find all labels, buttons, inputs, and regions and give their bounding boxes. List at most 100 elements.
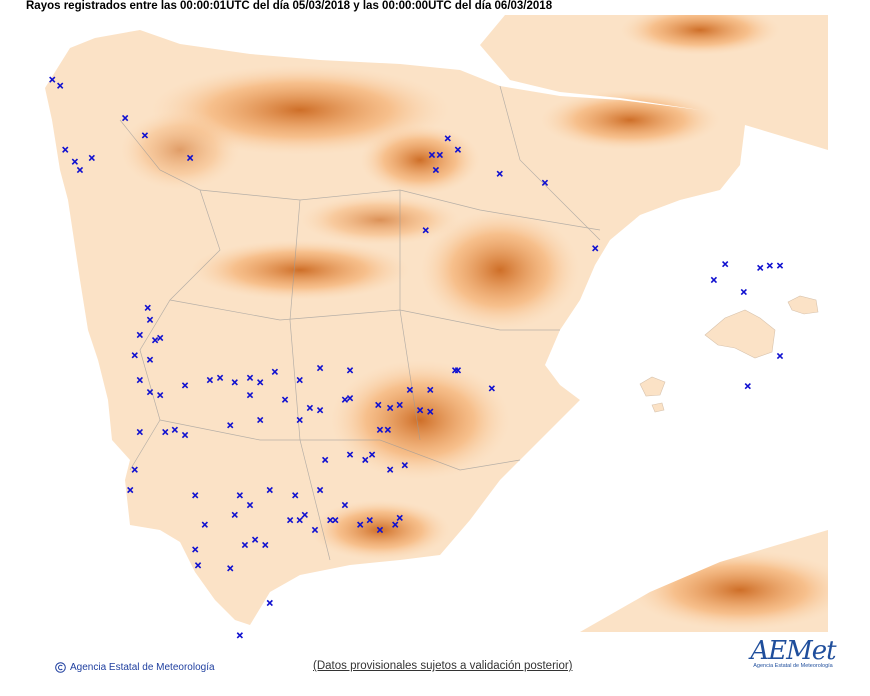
lightning-strike (76, 166, 84, 174)
lightning-strike (131, 352, 138, 359)
lightning-strike (416, 407, 424, 414)
lightning-strike (454, 367, 462, 374)
lightning-strike (246, 391, 254, 399)
lightning-strike (301, 511, 308, 519)
lightning-strike (496, 170, 503, 177)
lightning-strike (227, 565, 234, 572)
lightning-strike (194, 562, 202, 569)
lightning-strike (292, 492, 299, 499)
strikes (49, 76, 784, 639)
lightning-strike (592, 245, 599, 252)
lightning-strike (346, 367, 354, 374)
lightning-strike (346, 394, 354, 402)
lightning-strike (186, 154, 194, 162)
relief (620, 15, 780, 55)
lightning-strike (216, 374, 224, 381)
lightning-strike (757, 264, 764, 272)
lightning-strike (121, 114, 129, 122)
lightning-strike (740, 288, 747, 296)
lightning-strike (386, 466, 394, 473)
lightning-strike (227, 422, 234, 429)
lightning-strike (384, 426, 392, 433)
lightning-strike (236, 632, 244, 639)
lightning-strike (62, 146, 69, 153)
lightning-strike (181, 382, 189, 389)
lightning-strike (710, 276, 718, 284)
lightning-strike (296, 376, 303, 384)
lightning-strike (49, 76, 56, 83)
logo-text: AEMet (750, 636, 836, 666)
relief (420, 210, 580, 330)
lightning-strike (316, 486, 324, 494)
lightning-strike (396, 514, 403, 522)
lightning-strike (131, 466, 138, 473)
lightning-strike (375, 401, 382, 409)
lightning-strike (296, 516, 303, 524)
lightning-strike (541, 179, 549, 186)
relief (360, 125, 480, 195)
lightning-strike (362, 456, 369, 464)
lightning-strike (257, 416, 264, 424)
lightning-strike (316, 364, 324, 372)
lightning-strike (57, 82, 64, 89)
formentera (651, 402, 665, 413)
lightning-strike (251, 536, 259, 543)
relief (330, 360, 510, 480)
lightning-strike (266, 486, 273, 494)
lightning-strike (141, 132, 149, 139)
lightning-strike (146, 388, 154, 396)
lightning-strike (376, 426, 384, 433)
lightning-strike (321, 456, 329, 464)
relief (190, 240, 410, 300)
lightning-strike (266, 599, 273, 607)
notice: (Datos provisionales sujetos a validació… (313, 660, 573, 672)
lightning-strike (341, 396, 349, 403)
lightning-strike (151, 337, 159, 344)
lightning-strike (766, 262, 773, 269)
lightning-strike (341, 501, 349, 509)
lightning-strike (136, 376, 144, 384)
lightning-strike (146, 356, 154, 363)
lightning-strike (427, 386, 434, 394)
lightning-strike (422, 227, 429, 234)
lightning-strike (257, 379, 264, 386)
lightning-strike (71, 158, 79, 165)
lightning-strike (401, 462, 408, 469)
logo-subtitle: Agencia Estatal de Meteorología (753, 663, 833, 669)
lightning-strike (181, 431, 189, 439)
border (159, 419, 521, 471)
lightning-strike (427, 408, 434, 415)
lightning-strike (241, 541, 249, 549)
title: Rayos registrados entre las 00:00:01UTC … (26, 0, 553, 12)
lightning-strike (171, 426, 179, 433)
lightning-strike (432, 166, 440, 174)
lightning-strike (127, 486, 134, 494)
lightning-strike (157, 391, 164, 399)
lightning-strike (488, 385, 495, 392)
lightning-strike (392, 521, 399, 528)
mallorca (704, 309, 776, 359)
lightning-strike (366, 516, 373, 524)
lightning-strike (296, 416, 303, 424)
copyright-text: Agencia Estatal de Meteorología (70, 662, 215, 673)
logo: AEMet Agencia Estatal de Meteorología (750, 636, 836, 669)
lightning-strike (262, 541, 269, 549)
lightning-strike (192, 546, 199, 553)
lightning-strike (396, 401, 403, 409)
lightning-strike (386, 404, 394, 412)
lightning-strike (236, 492, 244, 499)
lightning-strike (357, 521, 364, 528)
lightning-strike (144, 304, 151, 311)
lightning-strike (192, 492, 199, 499)
lightning-strike (744, 382, 751, 390)
ibiza (639, 376, 666, 397)
islands (639, 295, 819, 413)
relief (120, 110, 240, 190)
relief (540, 90, 720, 150)
menorca (787, 295, 819, 315)
lightning-strike (311, 526, 319, 534)
lightning-strike (436, 151, 444, 159)
lightning-strike (136, 331, 144, 339)
